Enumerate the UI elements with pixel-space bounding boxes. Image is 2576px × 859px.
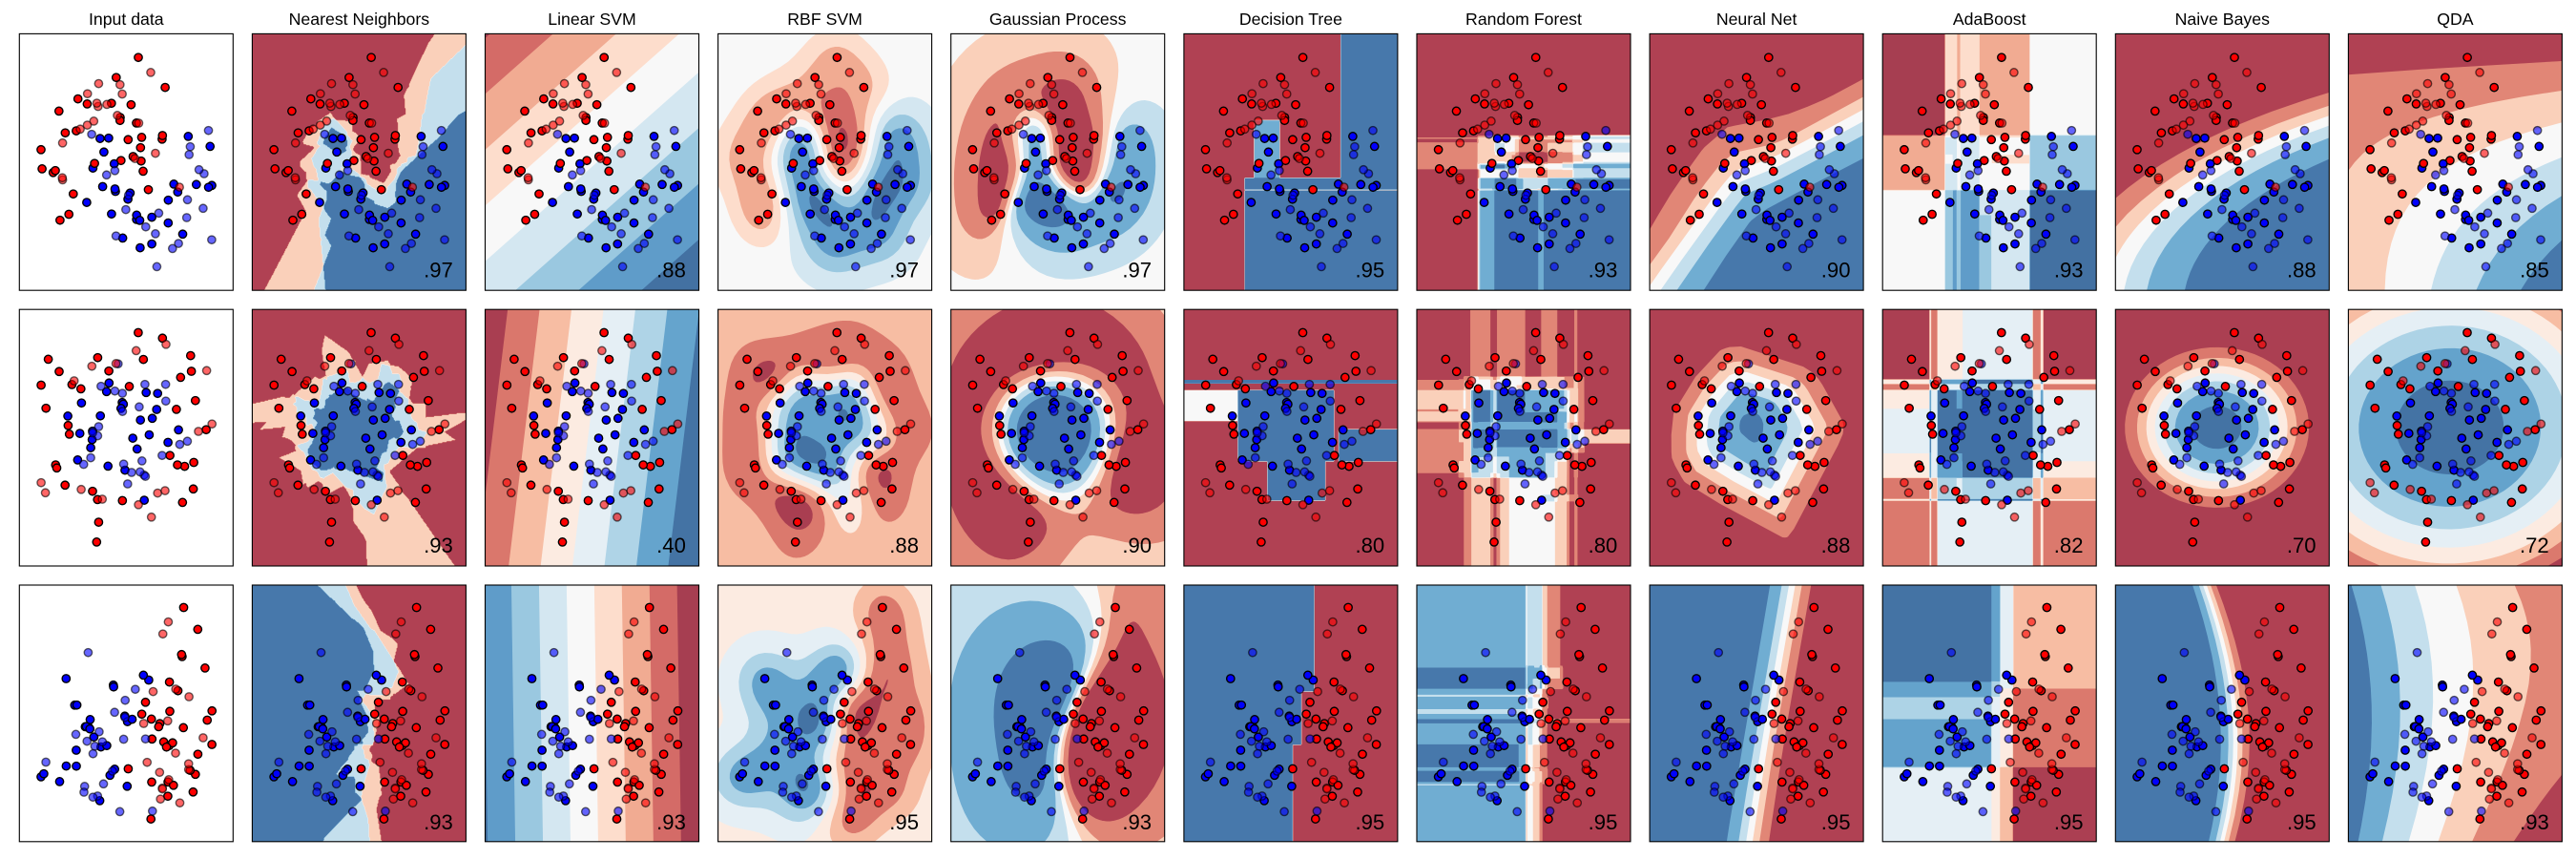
svg-text:Neural Net: Neural Net (1716, 10, 1797, 29)
svg-text:AdaBoost: AdaBoost (1953, 10, 2026, 29)
svg-text:.95: .95 (2287, 810, 2316, 834)
svg-text:.93: .93 (424, 534, 453, 557)
svg-text:.97: .97 (424, 259, 453, 283)
svg-text:.40: .40 (656, 534, 686, 557)
svg-text:.95: .95 (1355, 810, 1384, 834)
svg-text:.80: .80 (1355, 534, 1384, 557)
svg-text:Nearest Neighbors: Nearest Neighbors (289, 10, 430, 29)
svg-text:.88: .88 (2287, 259, 2316, 283)
svg-text:Input data: Input data (89, 10, 164, 29)
svg-text:.95: .95 (1821, 810, 1851, 834)
svg-text:.72: .72 (2520, 534, 2549, 557)
svg-text:.93: .93 (656, 810, 686, 834)
svg-text:Gaussian Process: Gaussian Process (989, 10, 1127, 29)
svg-text:.93: .93 (424, 810, 453, 834)
svg-text:.88: .88 (656, 259, 686, 283)
svg-text:Decision Tree: Decision Tree (1239, 10, 1342, 29)
svg-text:.85: .85 (2520, 259, 2549, 283)
svg-text:.88: .88 (1821, 534, 1851, 557)
svg-text:.80: .80 (1589, 534, 1618, 557)
svg-text:.93: .93 (1589, 259, 1618, 283)
svg-text:.95: .95 (2054, 810, 2084, 834)
svg-text:.90: .90 (1122, 534, 1152, 557)
svg-text:.95: .95 (1589, 810, 1618, 834)
svg-text:.97: .97 (889, 259, 919, 283)
svg-text:.95: .95 (1355, 259, 1384, 283)
svg-text:Naive Bayes: Naive Bayes (2175, 10, 2270, 29)
svg-text:.97: .97 (1122, 259, 1152, 283)
svg-text:.93: .93 (1122, 810, 1152, 834)
svg-text:.90: .90 (1821, 259, 1851, 283)
svg-text:Random Forest: Random Forest (1465, 10, 1582, 29)
svg-text:.93: .93 (2520, 810, 2549, 834)
svg-text:Linear SVM: Linear SVM (548, 10, 635, 29)
svg-text:.82: .82 (2054, 534, 2084, 557)
svg-text:.70: .70 (2287, 534, 2316, 557)
svg-text:.88: .88 (889, 534, 919, 557)
svg-text:RBF SVM: RBF SVM (787, 10, 862, 29)
svg-text:.95: .95 (889, 810, 919, 834)
svg-text:QDA: QDA (2437, 10, 2474, 29)
svg-text:.93: .93 (2054, 259, 2084, 283)
